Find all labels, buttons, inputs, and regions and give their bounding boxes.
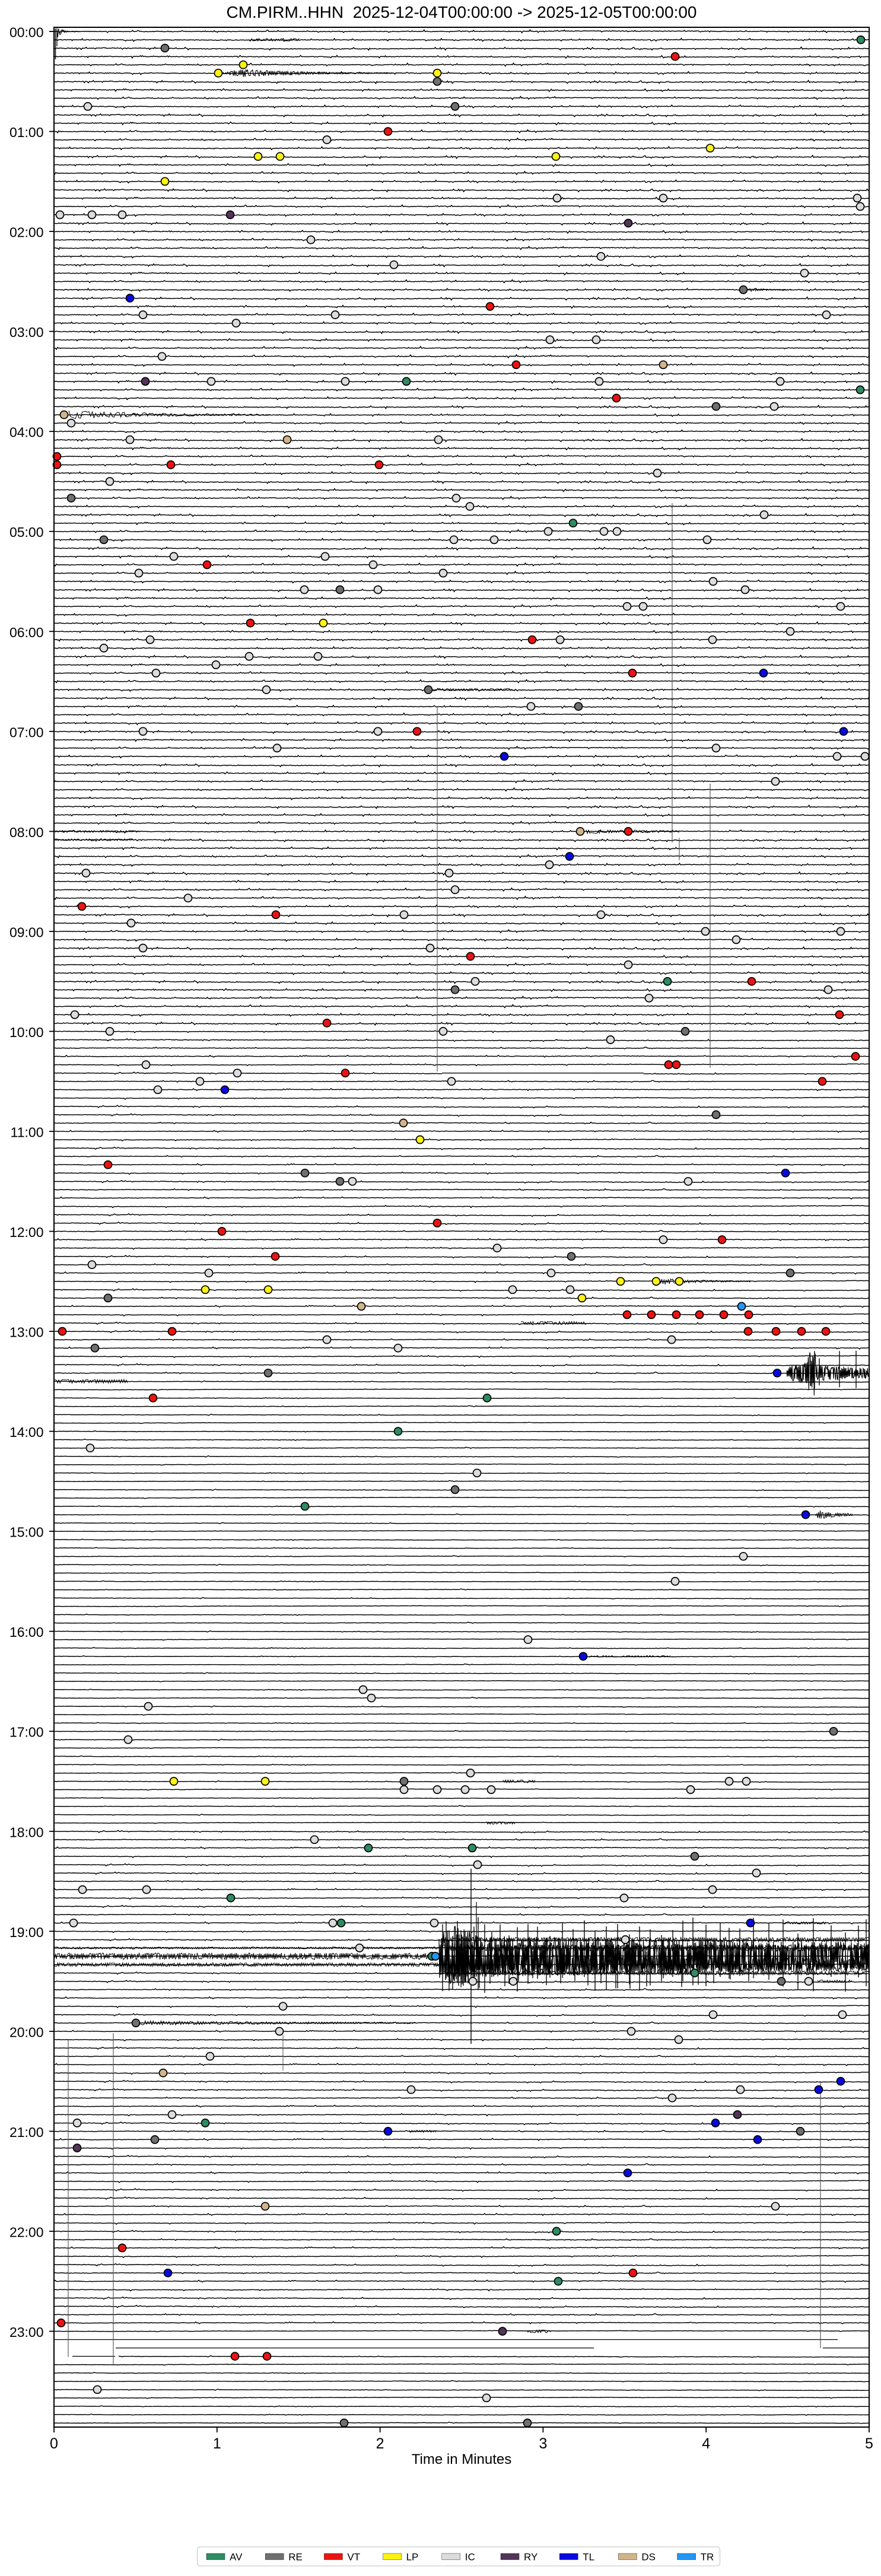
svg-text:10:00: 10:00 bbox=[9, 1025, 44, 1040]
svg-text:00:00: 00:00 bbox=[9, 25, 44, 40]
svg-text:DS: DS bbox=[641, 2552, 656, 2563]
svg-text:14:00: 14:00 bbox=[9, 1424, 44, 1440]
svg-text:03:00: 03:00 bbox=[9, 325, 44, 340]
svg-text:18:00: 18:00 bbox=[9, 1824, 44, 1840]
svg-text:1: 1 bbox=[213, 2435, 221, 2452]
svg-text:5: 5 bbox=[865, 2435, 873, 2452]
svg-text:08:00: 08:00 bbox=[9, 825, 44, 840]
svg-text:09:00: 09:00 bbox=[9, 924, 44, 940]
svg-text:20:00: 20:00 bbox=[9, 2024, 44, 2040]
svg-text:TR: TR bbox=[701, 2552, 714, 2563]
svg-text:2: 2 bbox=[376, 2435, 384, 2452]
svg-text:15:00: 15:00 bbox=[9, 1525, 44, 1540]
svg-text:16:00: 16:00 bbox=[9, 1624, 44, 1640]
svg-text:06:00: 06:00 bbox=[9, 625, 44, 640]
svg-text:TL: TL bbox=[583, 2552, 594, 2563]
svg-text:07:00: 07:00 bbox=[9, 724, 44, 740]
svg-text:AV: AV bbox=[230, 2552, 243, 2563]
svg-text:0: 0 bbox=[50, 2435, 58, 2452]
svg-text:05:00: 05:00 bbox=[9, 524, 44, 540]
svg-text:4: 4 bbox=[702, 2435, 710, 2452]
svg-text:17:00: 17:00 bbox=[9, 1725, 44, 1740]
svg-text:IC: IC bbox=[465, 2552, 475, 2563]
svg-text:19:00: 19:00 bbox=[9, 1925, 44, 1940]
svg-text:02:00: 02:00 bbox=[9, 225, 44, 240]
svg-text:22:00: 22:00 bbox=[9, 2224, 44, 2240]
svg-text:Time in Minutes: Time in Minutes bbox=[412, 2451, 512, 2467]
svg-text:LP: LP bbox=[406, 2552, 419, 2563]
svg-text:12:00: 12:00 bbox=[9, 1225, 44, 1240]
svg-text:RY: RY bbox=[524, 2552, 537, 2563]
svg-text:VT: VT bbox=[347, 2552, 360, 2563]
svg-text:11:00: 11:00 bbox=[11, 1125, 44, 1140]
svg-text:3: 3 bbox=[539, 2435, 547, 2452]
svg-text:RE: RE bbox=[288, 2552, 303, 2563]
svg-text:04:00: 04:00 bbox=[9, 425, 44, 440]
svg-text:CM.PIRM..HHN 2025-12-04T00:00: CM.PIRM..HHN 2025-12-04T00:00:00 -> 2025… bbox=[227, 3, 697, 21]
svg-text:01:00: 01:00 bbox=[9, 125, 44, 140]
svg-text:13:00: 13:00 bbox=[9, 1325, 44, 1340]
svg-text:21:00: 21:00 bbox=[9, 2125, 44, 2140]
svg-text:23:00: 23:00 bbox=[9, 2324, 44, 2340]
